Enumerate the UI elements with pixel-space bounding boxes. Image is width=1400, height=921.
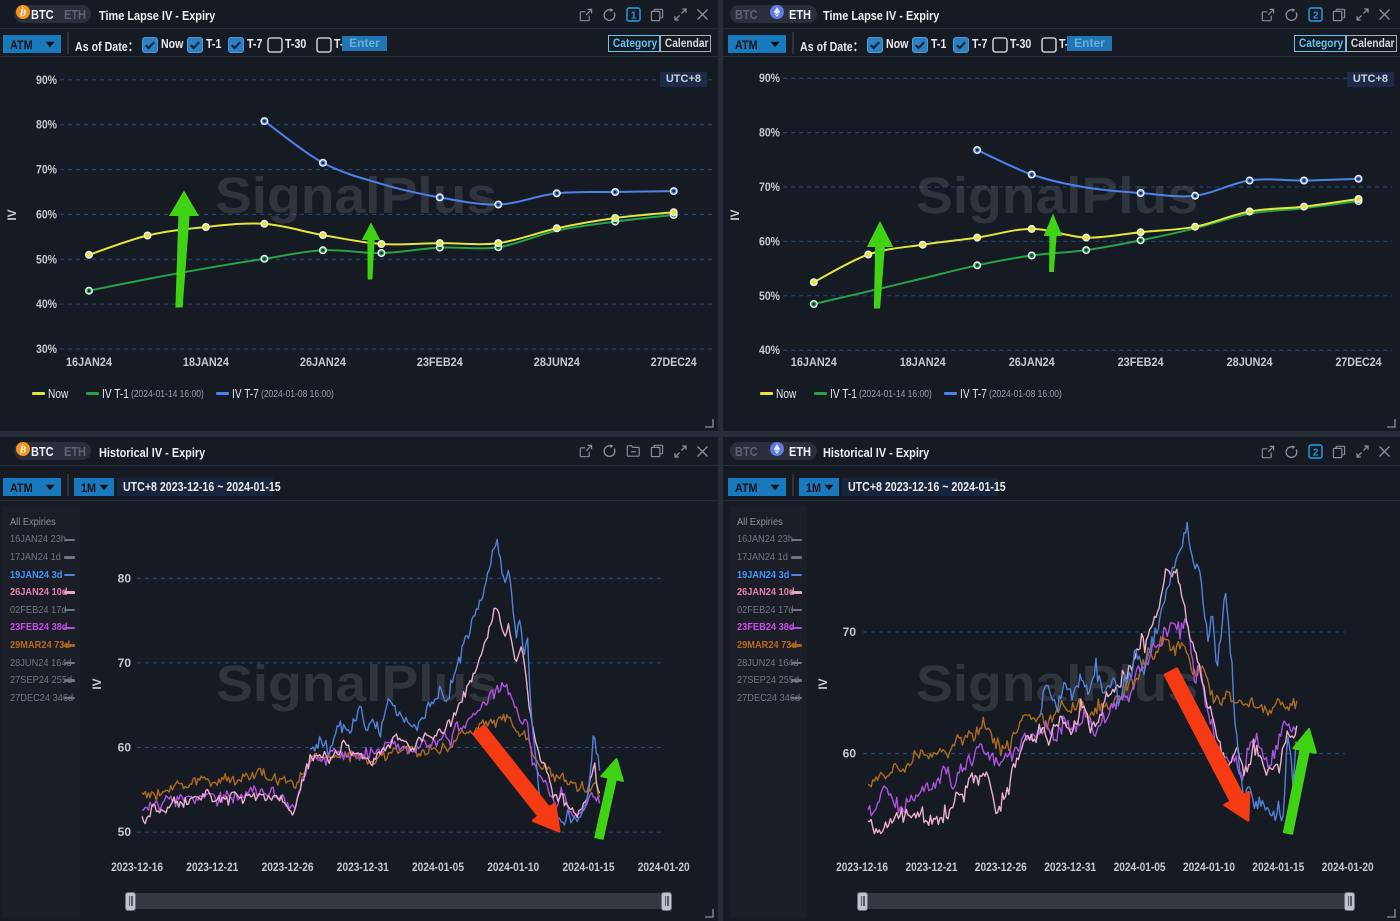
svg-text:B: B xyxy=(18,8,27,19)
svg-text:70: 70 xyxy=(843,625,857,639)
svg-text:60%: 60% xyxy=(36,207,57,221)
svg-text:2024-01-20: 2024-01-20 xyxy=(1322,860,1374,874)
svg-text:27DEC24: 27DEC24 xyxy=(651,355,697,369)
svg-text:26JAN24: 26JAN24 xyxy=(1009,355,1055,369)
svg-text:60: 60 xyxy=(118,741,132,755)
svg-text:2: 2 xyxy=(1312,447,1318,458)
svg-text:2024-01-15: 2024-01-15 xyxy=(1252,860,1304,874)
svg-text:2: 2 xyxy=(1312,10,1318,21)
svg-text:70: 70 xyxy=(118,656,132,670)
svg-text:70%: 70% xyxy=(759,180,780,194)
svg-text:2024-01-15: 2024-01-15 xyxy=(563,860,615,874)
svg-text:60%: 60% xyxy=(759,234,780,248)
svg-text:18JAN24: 18JAN24 xyxy=(900,355,946,369)
svg-text:70%: 70% xyxy=(36,163,57,177)
svg-text:50%: 50% xyxy=(759,289,780,303)
svg-text:IV: IV xyxy=(90,678,104,689)
svg-text:SignalPlus: SignalPlus xyxy=(916,167,1198,224)
svg-text:2023-12-21: 2023-12-21 xyxy=(906,860,958,874)
svg-text:28JUN24: 28JUN24 xyxy=(1227,355,1273,369)
svg-text:26JAN24: 26JAN24 xyxy=(300,355,346,369)
svg-text:2024-01-10: 2024-01-10 xyxy=(487,860,539,874)
svg-text:2023-12-31: 2023-12-31 xyxy=(1044,860,1096,874)
svg-text:2023-12-16: 2023-12-16 xyxy=(111,860,163,874)
svg-text:2024-01-05: 2024-01-05 xyxy=(1114,860,1166,874)
svg-text:2024-01-20: 2024-01-20 xyxy=(638,860,690,874)
svg-text:2023-12-31: 2023-12-31 xyxy=(337,860,389,874)
svg-text:B: B xyxy=(18,445,27,456)
svg-text:40%: 40% xyxy=(36,297,57,311)
svg-text:2024-01-05: 2024-01-05 xyxy=(412,860,464,874)
svg-text:1: 1 xyxy=(630,10,636,21)
svg-text:27DEC24: 27DEC24 xyxy=(1336,355,1382,369)
svg-text:2023-12-16: 2023-12-16 xyxy=(836,860,888,874)
svg-text:28JUN24: 28JUN24 xyxy=(534,355,580,369)
svg-text:90%: 90% xyxy=(759,71,780,85)
svg-text:16JAN24: 16JAN24 xyxy=(791,355,837,369)
svg-text:50%: 50% xyxy=(36,252,57,266)
svg-text:2023-12-26: 2023-12-26 xyxy=(262,860,314,874)
svg-text:50: 50 xyxy=(118,825,132,839)
svg-text:SignalPlus: SignalPlus xyxy=(216,655,498,712)
svg-text:18JAN24: 18JAN24 xyxy=(183,355,229,369)
svg-text:80: 80 xyxy=(118,571,132,585)
svg-text:80%: 80% xyxy=(759,126,780,140)
svg-text:IV: IV xyxy=(5,209,19,220)
svg-text:IV: IV xyxy=(728,209,742,220)
svg-text:2023-12-26: 2023-12-26 xyxy=(975,860,1027,874)
svg-text:2023-12-21: 2023-12-21 xyxy=(186,860,238,874)
svg-text:IV: IV xyxy=(816,678,830,689)
svg-text:30%: 30% xyxy=(36,342,57,356)
svg-text:80%: 80% xyxy=(36,118,57,132)
svg-text:40%: 40% xyxy=(759,343,780,357)
svg-text:90%: 90% xyxy=(36,73,57,87)
svg-text:SignalPlus: SignalPlus xyxy=(916,655,1198,712)
svg-text:23FEB24: 23FEB24 xyxy=(1118,355,1164,369)
svg-text:16JAN24: 16JAN24 xyxy=(66,355,112,369)
svg-text:23FEB24: 23FEB24 xyxy=(417,355,463,369)
svg-text:2024-01-10: 2024-01-10 xyxy=(1183,860,1235,874)
svg-text:60: 60 xyxy=(843,747,857,761)
